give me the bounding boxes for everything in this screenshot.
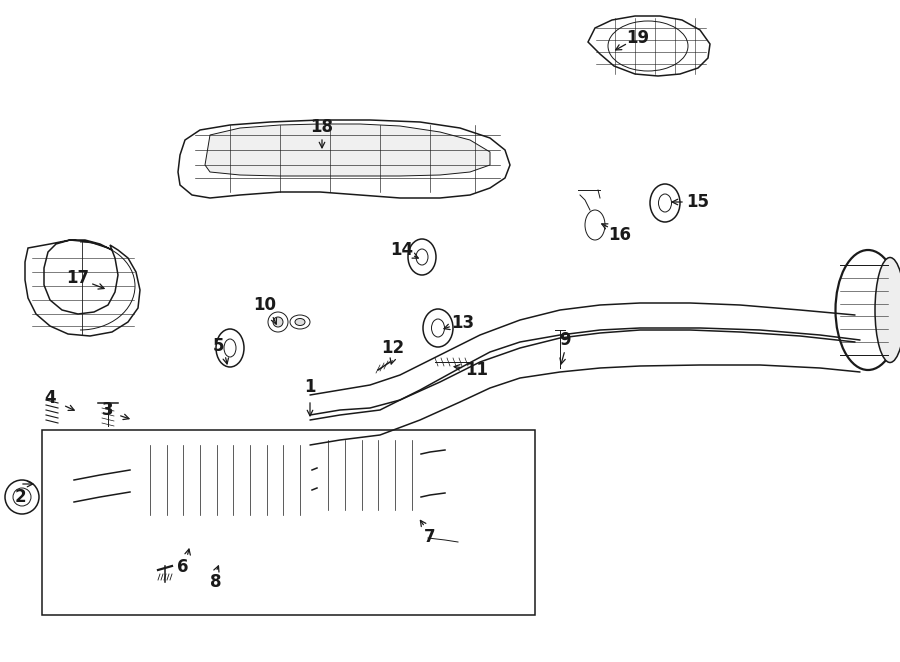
Ellipse shape: [290, 315, 310, 329]
Text: 2: 2: [14, 488, 26, 506]
Polygon shape: [420, 455, 445, 495]
Circle shape: [268, 312, 288, 332]
Circle shape: [273, 317, 283, 327]
Text: 12: 12: [382, 339, 405, 357]
Polygon shape: [205, 124, 490, 176]
Text: 9: 9: [559, 331, 571, 349]
Ellipse shape: [449, 452, 471, 492]
Text: 19: 19: [626, 29, 650, 47]
Circle shape: [13, 488, 31, 506]
Ellipse shape: [659, 194, 671, 212]
Text: 8: 8: [211, 573, 221, 591]
Ellipse shape: [650, 184, 680, 222]
Circle shape: [5, 480, 39, 514]
Ellipse shape: [835, 250, 900, 370]
Ellipse shape: [431, 319, 445, 337]
Text: 13: 13: [452, 314, 474, 332]
Circle shape: [206, 556, 234, 584]
Polygon shape: [400, 522, 432, 548]
Ellipse shape: [416, 249, 428, 265]
Text: 17: 17: [67, 269, 90, 287]
Bar: [42, 430, 535, 615]
Ellipse shape: [408, 239, 436, 275]
Text: 3: 3: [103, 401, 113, 419]
Text: 15: 15: [687, 193, 709, 211]
Text: 1: 1: [304, 378, 316, 396]
Ellipse shape: [56, 460, 74, 500]
Ellipse shape: [273, 458, 287, 498]
Ellipse shape: [56, 465, 64, 495]
Text: 4: 4: [44, 389, 56, 407]
Ellipse shape: [132, 432, 318, 528]
Text: 5: 5: [212, 337, 224, 355]
Text: 18: 18: [310, 118, 334, 136]
Polygon shape: [588, 16, 710, 76]
Circle shape: [213, 563, 227, 577]
Ellipse shape: [585, 210, 605, 240]
Ellipse shape: [165, 455, 185, 505]
Text: 7: 7: [424, 528, 436, 546]
Text: 16: 16: [608, 226, 632, 244]
Polygon shape: [178, 120, 510, 198]
Text: 11: 11: [465, 361, 489, 379]
Ellipse shape: [216, 329, 244, 367]
Ellipse shape: [423, 309, 453, 347]
Ellipse shape: [318, 438, 422, 512]
Ellipse shape: [875, 258, 900, 363]
Ellipse shape: [295, 318, 305, 326]
Text: 14: 14: [391, 241, 414, 259]
Text: 6: 6: [177, 558, 189, 576]
Polygon shape: [25, 240, 140, 336]
Polygon shape: [130, 445, 155, 515]
Ellipse shape: [224, 339, 236, 357]
Text: 10: 10: [254, 296, 276, 314]
